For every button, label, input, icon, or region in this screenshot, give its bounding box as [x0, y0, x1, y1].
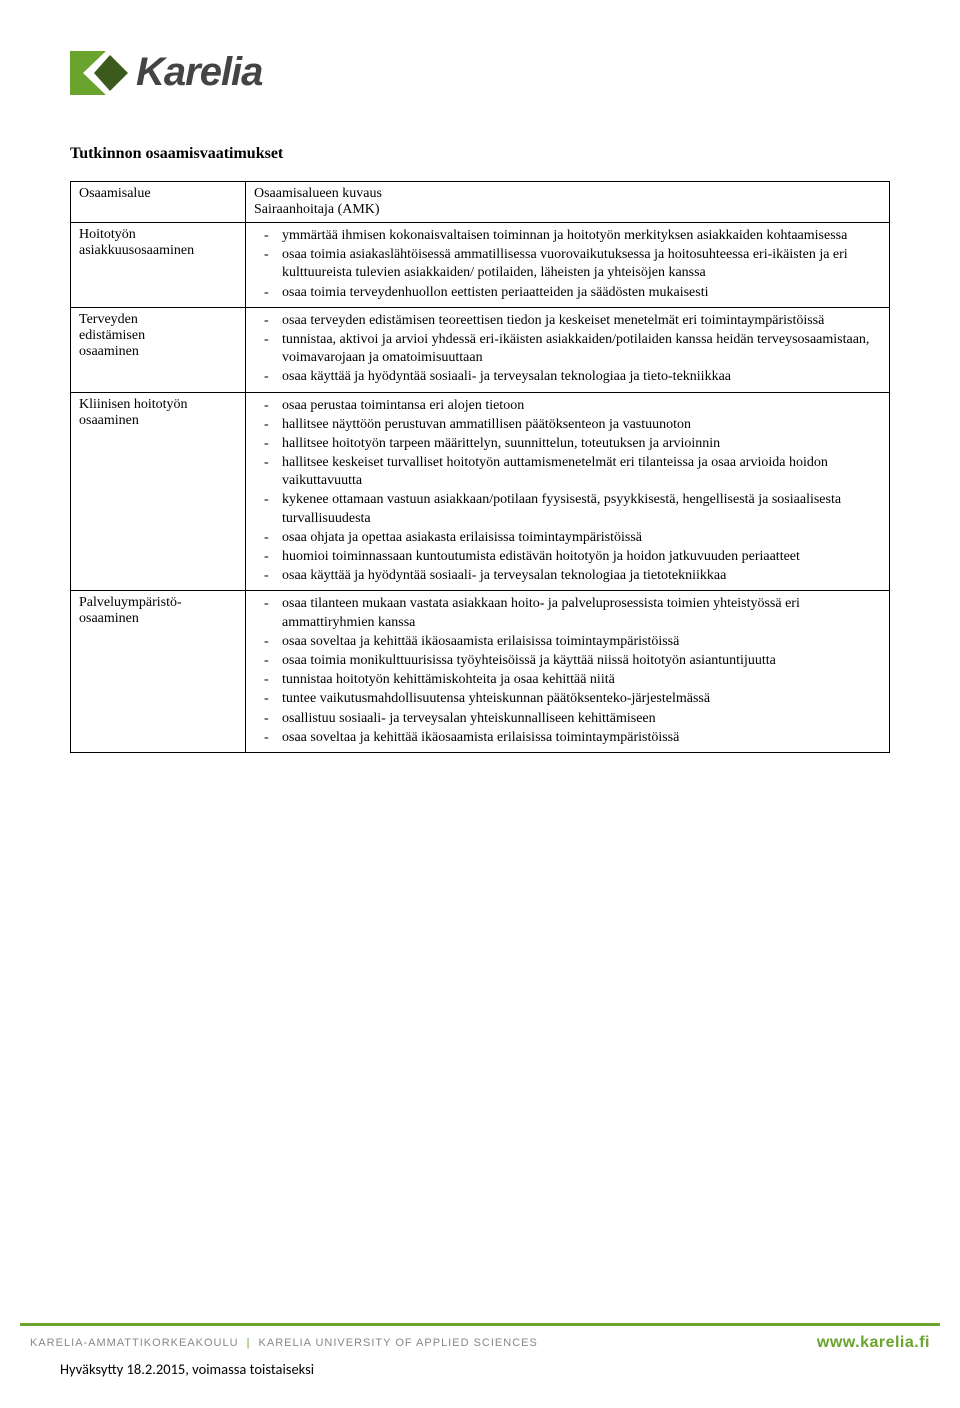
table-row: Kliinisen hoitotyön osaaminen osaa perus… — [71, 392, 890, 591]
list-item: ymmärtää ihmisen kokonaisvaltaisen toimi… — [282, 227, 881, 245]
footer-url: www.karelia.fi — [817, 1334, 930, 1352]
list-item: osaa käyttää ja hyödyntää sosiaali- ja t… — [282, 368, 881, 386]
label-line: Terveyden — [79, 312, 237, 328]
list-item: tuntee vaikutusmahdollisuutensa yhteisku… — [282, 690, 881, 708]
page: Karelia Tutkinnon osaamisvaatimukset Osa… — [0, 0, 960, 753]
label-line: osaaminen — [79, 344, 237, 360]
footer-org: KARELIA-AMMATTIKORKEAKOULU | KARELIA UNI… — [30, 1337, 538, 1349]
competency-table: Osaamisalue Osaamisalueen kuvaus Sairaan… — [70, 181, 890, 753]
label-line: edistämisen — [79, 328, 237, 344]
row-label: Terveyden edistämisen osaaminen — [71, 307, 246, 392]
row-label: Kliinisen hoitotyön osaaminen — [71, 392, 246, 591]
table-row: Terveyden edistämisen osaaminen osaa ter… — [71, 307, 890, 392]
footer-separator-icon: | — [243, 1337, 255, 1349]
list-item: tunnistaa hoitotyön kehittämiskohteita j… — [282, 671, 881, 689]
row-label: Hoitotyön asiakkuusosaaminen — [71, 223, 246, 308]
footer: KARELIA-AMMATTIKORKEAKOULU | KARELIA UNI… — [0, 1323, 960, 1378]
label-line: osaaminen — [79, 611, 237, 627]
row-label: Palveluympäristö- osaaminen — [71, 591, 246, 753]
list-item: hallitsee näyttöön perustuvan ammatillis… — [282, 416, 881, 434]
list-item: osallistuu sosiaali- ja terveysalan yhte… — [282, 710, 881, 728]
header-col2-line2: Sairaanhoitaja (AMK) — [254, 202, 881, 218]
list-item: osaa terveyden edistämisen teoreettisen … — [282, 312, 881, 330]
logo-text: Karelia — [136, 50, 262, 95]
footer-org-en: KARELIA UNIVERSITY OF APPLIED SCIENCES — [259, 1337, 538, 1349]
document-title: Tutkinnon osaamisvaatimukset — [70, 145, 890, 163]
list-item: hallitsee keskeiset turvalliset hoitotyö… — [282, 454, 881, 490]
row-items: osaa terveyden edistämisen teoreettisen … — [246, 307, 890, 392]
list-item: osaa soveltaa ja kehittää ikäosaamista e… — [282, 633, 881, 651]
label-line: osaaminen — [79, 413, 237, 429]
label-line: Palveluympäristö- — [79, 595, 237, 611]
table-row: Hoitotyön asiakkuusosaaminen ymmärtää ih… — [71, 223, 890, 308]
header-col2: Osaamisalueen kuvaus Sairaanhoitaja (AMK… — [246, 182, 890, 223]
row-items: osaa tilanteen mukaan vastata asiakkaan … — [246, 591, 890, 753]
row-items: osaa perustaa toimintansa eri alojen tie… — [246, 392, 890, 591]
list-item: osaa ohjata ja opettaa asiakasta erilais… — [282, 529, 881, 547]
list-item: osaa soveltaa ja kehittää ikäosaamista e… — [282, 729, 881, 747]
list-item: osaa toimia asiakaslähtöisessä ammatilli… — [282, 246, 881, 282]
list-item: osaa perustaa toimintansa eri alojen tie… — [282, 397, 881, 415]
label-line: asiakkuusosaaminen — [79, 243, 237, 259]
header-col2-line1: Osaamisalueen kuvaus — [254, 186, 881, 202]
list-item: osaa käyttää ja hyödyntää sosiaali- ja t… — [282, 567, 881, 585]
row-items: ymmärtää ihmisen kokonaisvaltaisen toimi… — [246, 223, 890, 308]
list-item: osaa toimia terveydenhuollon eettisten p… — [282, 284, 881, 302]
list-item: huomioi toiminnassaan kuntoutumista edis… — [282, 548, 881, 566]
label-line: Hoitotyön — [79, 227, 237, 243]
approval-text: Hyväksytty 18.2.2015, voimassa toistaise… — [0, 1352, 960, 1378]
karelia-logo: Karelia — [70, 50, 890, 95]
karelia-logo-icon — [70, 51, 128, 95]
footer-divider — [20, 1323, 940, 1326]
label-line: Kliinisen hoitotyön — [79, 397, 237, 413]
list-item: tunnistaa, aktivoi ja arvioi yhdessä eri… — [282, 331, 881, 367]
header-col1: Osaamisalue — [71, 182, 246, 223]
list-item: osaa tilanteen mukaan vastata asiakkaan … — [282, 595, 881, 631]
list-item: kykenee ottamaan vastuun asiakkaan/potil… — [282, 491, 881, 527]
footer-org-fi: KARELIA-AMMATTIKORKEAKOULU — [30, 1337, 239, 1349]
list-item: hallitsee hoitotyön tarpeen määrittelyn,… — [282, 435, 881, 453]
list-item: osaa toimia monikulttuurisissa työyhteis… — [282, 652, 881, 670]
table-row: Palveluympäristö- osaaminen osaa tilante… — [71, 591, 890, 753]
